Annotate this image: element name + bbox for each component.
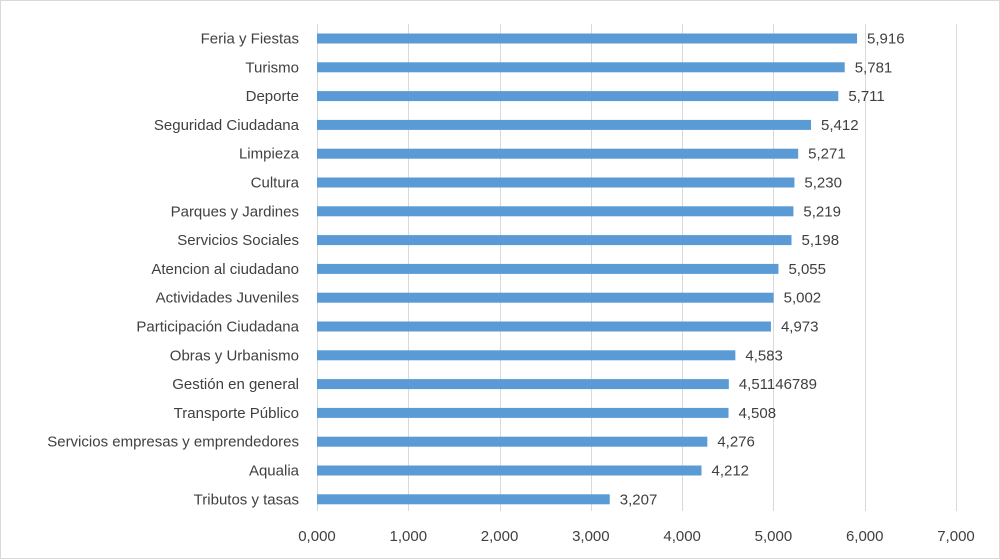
x-tick-label: 1,000 xyxy=(390,528,428,545)
x-tick-label: 3,000 xyxy=(572,528,610,545)
data-label: 5,711 xyxy=(848,88,884,105)
bar xyxy=(317,263,779,274)
bar xyxy=(317,494,610,505)
bar xyxy=(317,321,771,332)
value-labels: 5,916 5,781 5,711 5,412 5,271 5,230 5,219 5,198… xyxy=(620,31,905,509)
bar xyxy=(317,119,812,130)
data-label: 4,212 xyxy=(711,463,749,480)
data-label: 5,271 xyxy=(808,146,846,163)
bar xyxy=(317,206,794,217)
category-label: Cultura xyxy=(251,175,300,192)
category-label: Servicios Sociales xyxy=(177,232,299,249)
category-label: Gestión en general xyxy=(172,376,299,393)
bar xyxy=(317,292,774,303)
x-tick-label: 0,000 xyxy=(298,528,336,545)
data-label: 4,583 xyxy=(745,347,783,364)
data-label: 5,198 xyxy=(802,232,840,249)
bar xyxy=(317,33,858,44)
x-tick-label: 6,000 xyxy=(846,528,884,545)
bar xyxy=(317,148,799,159)
data-label: 3,207 xyxy=(620,491,658,508)
category-label: Actividades Juveniles xyxy=(156,290,299,307)
bar xyxy=(317,465,702,476)
category-label: Tributos y tasas xyxy=(194,491,299,508)
data-label: 5,781 xyxy=(855,59,893,76)
data-label: 5,230 xyxy=(804,175,842,192)
data-label: 5,219 xyxy=(803,203,841,220)
x-axis-ticks: 0,000 1,000 2,000 3,000 4,000 5,000 6,000 7,000 xyxy=(298,528,975,545)
data-label: 5,412 xyxy=(821,117,859,134)
bar xyxy=(317,407,729,418)
bar xyxy=(317,62,845,73)
bar xyxy=(317,235,792,246)
data-label: 4,508 xyxy=(739,405,777,422)
x-tick-label: 4,000 xyxy=(663,528,701,545)
data-label: 4,973 xyxy=(781,319,819,336)
category-label: Turismo xyxy=(245,59,299,76)
data-label: 5,916 xyxy=(867,31,905,48)
data-label: 5,002 xyxy=(784,290,822,307)
category-labels: Feria y Fiestas Turismo Deporte Seguridad C… xyxy=(47,31,299,509)
category-label: Atencion al ciudadano xyxy=(151,261,299,278)
data-label: 5,055 xyxy=(788,261,826,278)
category-label: Deporte xyxy=(246,88,299,105)
bar xyxy=(317,177,795,188)
bar xyxy=(317,91,839,102)
x-tick-label: 5,000 xyxy=(755,528,793,545)
category-label: Transporte Público xyxy=(174,405,299,422)
category-label: Parques y Jardines xyxy=(171,203,299,220)
bar xyxy=(317,436,708,447)
category-label: Participación Ciudadana xyxy=(136,319,299,336)
data-label: 4,51146789 xyxy=(739,376,817,393)
category-label: Servicios empresas y emprendedores xyxy=(47,434,299,451)
bar xyxy=(317,379,729,390)
category-label: Limpieza xyxy=(239,146,300,163)
category-label: Feria y Fiestas xyxy=(201,31,299,48)
data-label: 4,276 xyxy=(717,434,755,451)
bars xyxy=(317,33,858,505)
x-tick-label: 2,000 xyxy=(481,528,519,545)
category-label: Aqualia xyxy=(249,463,300,480)
bar xyxy=(317,350,736,361)
category-label: Obras y Urbanismo xyxy=(170,347,299,364)
x-tick-label: 7,000 xyxy=(937,528,975,545)
category-label: Seguridad Ciudadana xyxy=(154,117,300,134)
